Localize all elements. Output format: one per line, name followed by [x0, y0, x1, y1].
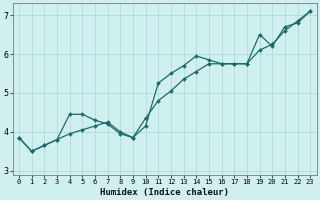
X-axis label: Humidex (Indice chaleur): Humidex (Indice chaleur) [100, 188, 229, 197]
